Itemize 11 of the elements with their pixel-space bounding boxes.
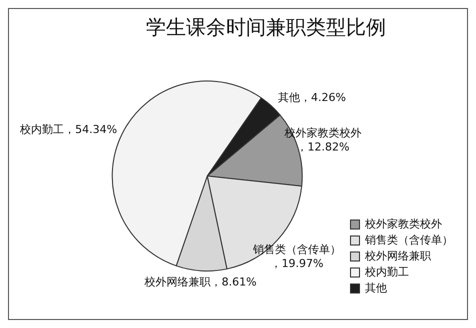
chart-title: 学生课余时间兼职类型比例 (146, 15, 386, 40)
legend-label: 校内勤工 (364, 265, 409, 278)
legend-label: 销售类（含传单） (364, 233, 453, 246)
data-label: ，19.97% (270, 256, 324, 270)
legend-label: 其他 (365, 281, 387, 294)
category-label: 校内勤工，54.34% (20, 123, 118, 136)
category-label: 其他，4.26% (278, 91, 346, 104)
data-label: ，12.82% (296, 140, 350, 154)
legend-label: 校外网络兼职 (364, 249, 431, 262)
legend-label: 校外家教类校外 (364, 217, 442, 230)
category-label: 校外网络兼职，8.61% (144, 276, 257, 289)
